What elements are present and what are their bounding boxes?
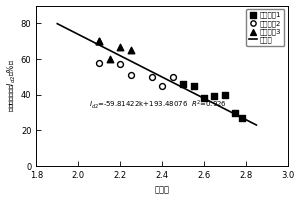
趋势线 [238, 115, 241, 118]
炭质页岩2 [170, 75, 175, 78]
炭质页岩3 [107, 57, 112, 61]
炭质页岩3 [128, 49, 133, 52]
炭质页岩1 [212, 95, 217, 98]
炭质页岩1 [233, 111, 238, 114]
Text: $I_{d2}$=-59.81422k+193.48076  $R^2$=0.926: $I_{d2}$=-59.81422k+193.48076 $R^2$=0.92… [89, 98, 227, 111]
趋势线 [68, 29, 71, 31]
炭质页岩1 [239, 116, 244, 119]
趋势线 [244, 119, 248, 121]
趋势线 [92, 41, 96, 44]
X-axis label: 热导率: 热导率 [154, 185, 169, 194]
炭质页岩2 [160, 84, 164, 87]
趋势线 [56, 22, 59, 25]
炭质页岩1 [223, 93, 227, 96]
炭质页岩3 [97, 40, 102, 43]
炭质页岩2 [118, 63, 123, 66]
趋势线 [109, 49, 112, 52]
炭质页岩1 [181, 82, 185, 86]
炭质页岩2 [97, 61, 102, 64]
Y-axis label: 耐崩解性指数，$I_{d2}$（%）: 耐崩解性指数，$I_{d2}$（%） [6, 59, 18, 112]
炭质页岩2 [128, 73, 133, 77]
趋势线 [64, 27, 67, 29]
炭质页岩3 [97, 40, 102, 43]
趋势线 [255, 124, 258, 126]
炭质页岩3 [118, 45, 123, 48]
Legend: 炭质页岩1, 炭质页岩2, 炭质页岩3, 趋势线: 炭质页岩1, 炭质页岩2, 炭质页岩3, 趋势线 [246, 9, 284, 46]
炭质页岩1 [202, 97, 206, 100]
Line: 趋势线: 趋势线 [57, 24, 256, 125]
炭质页岩1 [191, 84, 196, 87]
炭质页岩2 [149, 75, 154, 78]
